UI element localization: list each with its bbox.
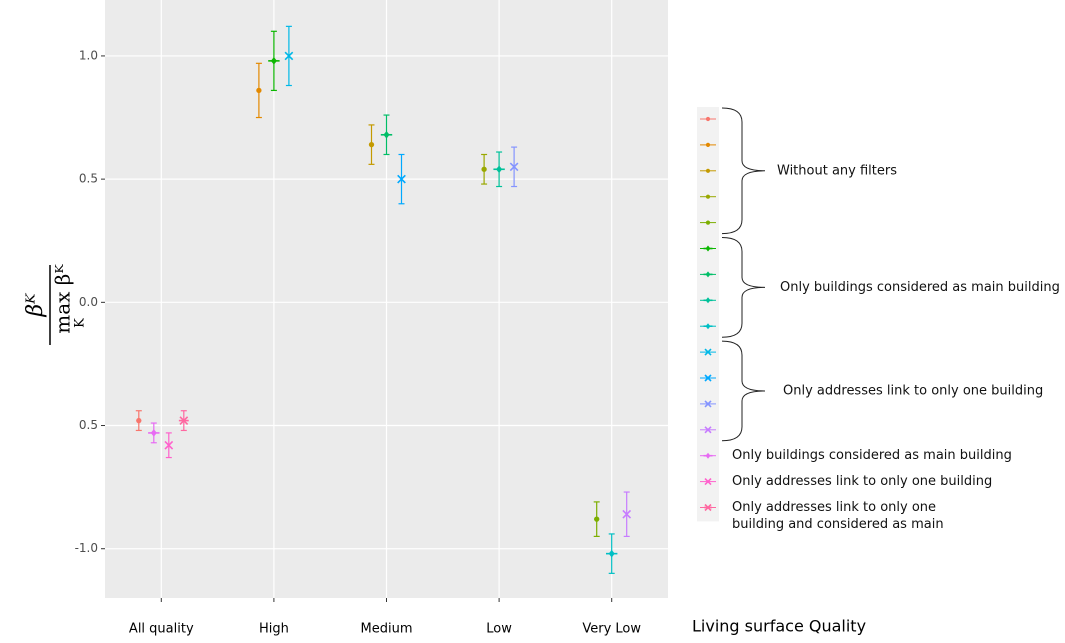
x-tick-label: All quality bbox=[129, 622, 194, 637]
point bbox=[705, 168, 711, 173]
point-x2 bbox=[284, 51, 294, 61]
point bbox=[703, 452, 713, 459]
y-label-numerator: βᴷ bbox=[23, 292, 48, 318]
point-x2 bbox=[704, 426, 712, 434]
point bbox=[622, 509, 632, 519]
point bbox=[178, 416, 189, 425]
point bbox=[704, 503, 712, 512]
legend: Without any filters Only buildings consid… bbox=[697, 107, 1060, 522]
point-circle bbox=[705, 168, 711, 173]
point bbox=[705, 220, 711, 225]
point-circle bbox=[136, 417, 142, 424]
point bbox=[606, 549, 618, 558]
point bbox=[703, 271, 713, 278]
point-x2 bbox=[704, 348, 712, 356]
point-circle bbox=[705, 142, 711, 147]
point bbox=[368, 141, 375, 148]
point-circle bbox=[481, 166, 487, 172]
brace bbox=[721, 340, 766, 442]
x-tick-label: Medium bbox=[361, 622, 413, 637]
y-tick-label: 0.0 bbox=[79, 295, 98, 309]
point bbox=[268, 57, 280, 65]
x-tick-label: Very Low bbox=[582, 622, 641, 637]
point-x2 bbox=[397, 174, 406, 184]
brace bbox=[721, 237, 766, 338]
legend-key-bg bbox=[697, 107, 719, 522]
x-tick-label: High bbox=[259, 622, 289, 637]
grid bbox=[105, 0, 668, 598]
point-circle bbox=[705, 116, 711, 122]
point-circle bbox=[594, 516, 600, 522]
point bbox=[705, 194, 711, 199]
point bbox=[481, 166, 487, 172]
point-circle bbox=[705, 220, 711, 225]
legend-label: Only addresses link to only one building bbox=[732, 473, 993, 489]
point bbox=[493, 165, 505, 174]
point bbox=[703, 323, 713, 330]
y-label-subscript: K bbox=[73, 318, 88, 328]
point bbox=[705, 142, 711, 147]
x-tick-label: Low bbox=[486, 622, 512, 637]
point bbox=[704, 478, 712, 486]
y-tick-label: -1.0 bbox=[75, 541, 98, 555]
y-tick-label: 1.0 bbox=[79, 48, 98, 62]
y-label-denominator: max βᴷ bbox=[51, 264, 75, 334]
marks bbox=[135, 25, 632, 574]
point bbox=[704, 374, 712, 382]
point bbox=[284, 51, 294, 61]
point-circle bbox=[705, 194, 711, 199]
point-x2 bbox=[704, 400, 712, 408]
point bbox=[256, 87, 262, 94]
point-x2 bbox=[509, 162, 519, 172]
point bbox=[594, 516, 600, 522]
point bbox=[397, 174, 406, 184]
point-x2 bbox=[704, 374, 712, 382]
point-x2 bbox=[704, 478, 712, 486]
point bbox=[704, 400, 712, 408]
point bbox=[136, 417, 142, 424]
point bbox=[705, 116, 711, 122]
brace-label: Without any filters bbox=[777, 163, 897, 178]
point bbox=[704, 426, 712, 434]
point-x2 bbox=[164, 440, 174, 450]
point bbox=[704, 348, 712, 356]
y-tick-label: 0.5 bbox=[79, 172, 98, 186]
legend-label: Only buildings considered as main buildi… bbox=[732, 447, 1012, 463]
brace-label: Only addresses link to only one building bbox=[783, 383, 1043, 398]
brace bbox=[721, 107, 766, 235]
x-axis-title: Living surface Quality bbox=[692, 617, 866, 636]
point bbox=[380, 130, 393, 139]
point-circle bbox=[256, 87, 262, 94]
point bbox=[148, 429, 160, 437]
point-circle bbox=[368, 141, 375, 148]
point-x2 bbox=[622, 509, 632, 519]
y-tick-label: 0.5 bbox=[79, 418, 98, 432]
point bbox=[509, 162, 519, 172]
point bbox=[703, 245, 713, 252]
point bbox=[164, 440, 174, 450]
brace-label: Only buildings considered as main buildi… bbox=[780, 280, 1060, 295]
legend-label: Only addresses link to only one building… bbox=[732, 499, 944, 532]
y-axis-title: βᴷ max βᴷ K bbox=[23, 264, 88, 345]
point bbox=[703, 297, 713, 304]
